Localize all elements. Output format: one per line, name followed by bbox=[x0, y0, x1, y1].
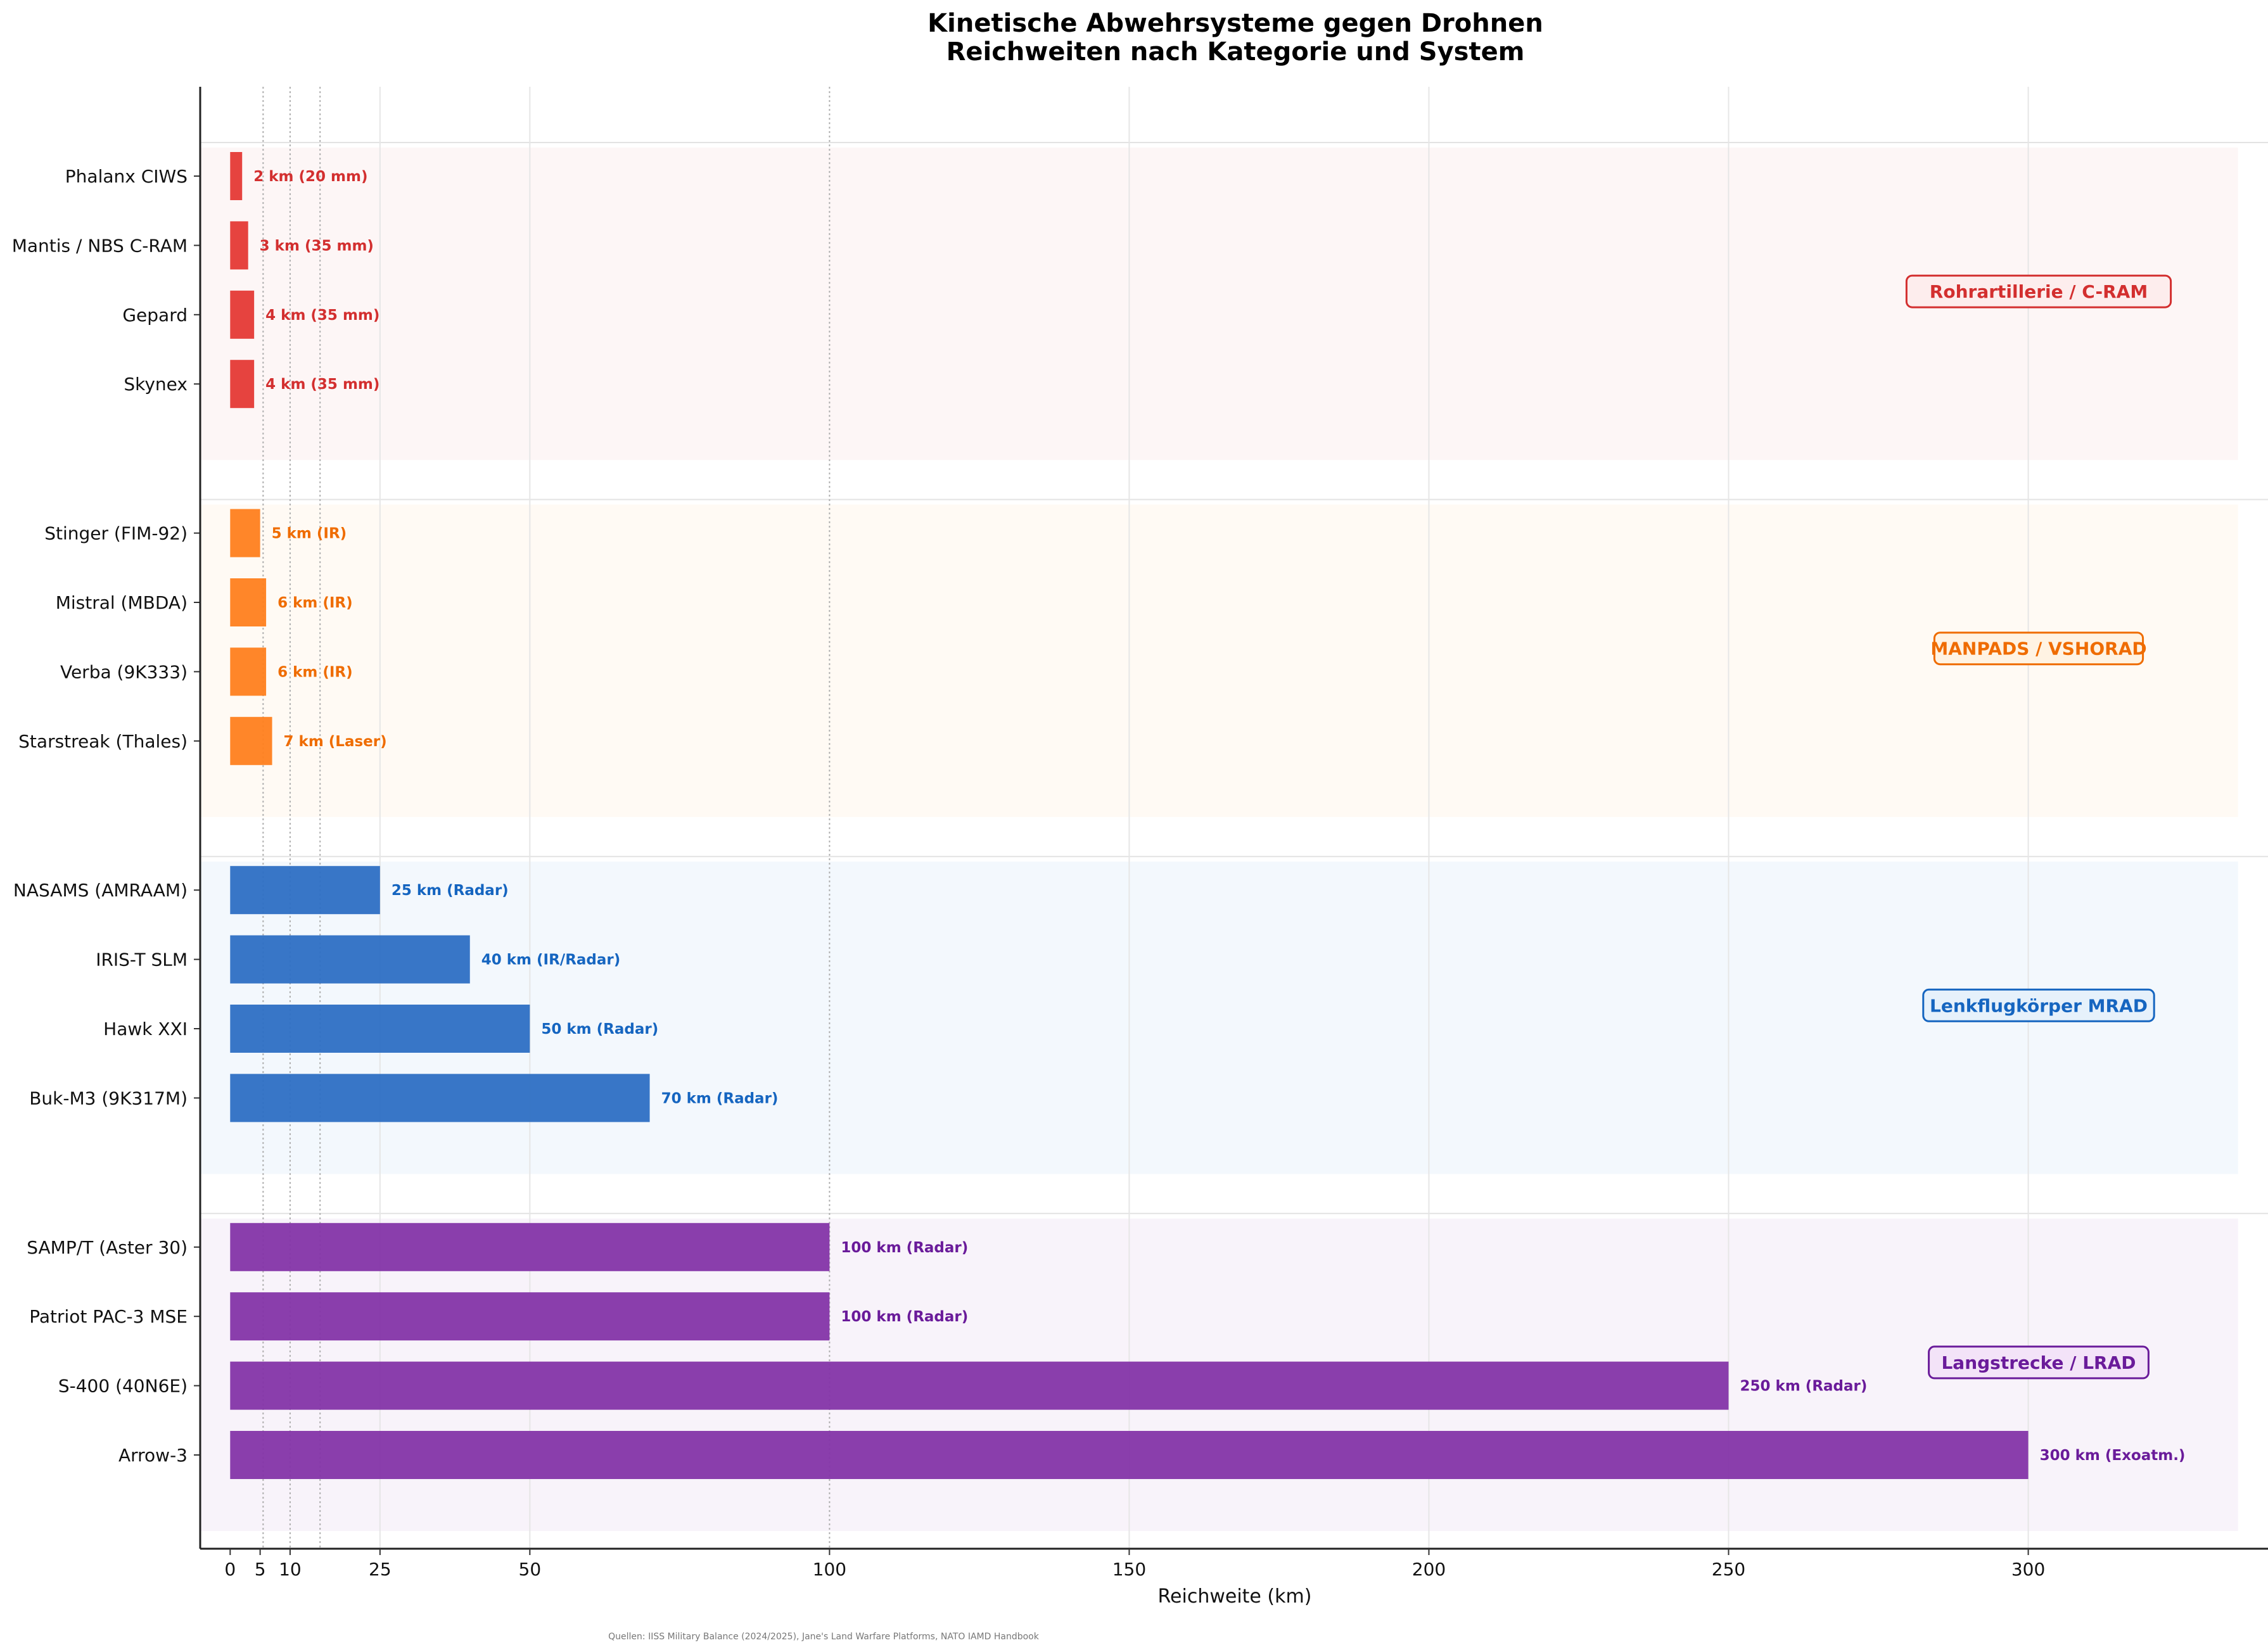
bar bbox=[230, 152, 243, 200]
data-label: 5 km (IR) bbox=[272, 526, 347, 542]
data-label: 100 km (Radar) bbox=[841, 1240, 968, 1256]
data-label: 3 km (35 mm) bbox=[260, 238, 374, 254]
y-tick-label: Phalanx CIWS bbox=[65, 166, 188, 187]
bar bbox=[230, 221, 248, 270]
bar bbox=[230, 360, 255, 409]
x-tick-label: 50 bbox=[519, 1559, 542, 1580]
category-tag bbox=[1905, 274, 2172, 308]
data-label: 300 km (Exoatm.) bbox=[2040, 1447, 2186, 1464]
y-tick-label: Mantis / NBS C-RAM bbox=[12, 235, 188, 256]
data-label: 25 km (Radar) bbox=[392, 882, 509, 899]
y-tick-label: Skynex bbox=[124, 374, 188, 395]
bar bbox=[230, 1431, 2029, 1479]
y-tick-label: SAMP/T (Aster 30) bbox=[27, 1237, 188, 1258]
x-tick-label: 150 bbox=[1112, 1559, 1146, 1580]
bar bbox=[230, 935, 470, 984]
data-label: 40 km (IR/Radar) bbox=[481, 952, 621, 969]
bar bbox=[230, 578, 267, 626]
y-tick-label: IRIS-T SLM bbox=[96, 950, 188, 970]
x-tick-label: 25 bbox=[369, 1559, 392, 1580]
y-tick-label: NASAMS (AMRAAM) bbox=[13, 880, 188, 901]
category-label: Lenkflugkörper MRAD bbox=[1930, 995, 2148, 1016]
chart-title: Kinetische Abwehrsysteme gegen Drohnen bbox=[927, 9, 1543, 38]
source-note: Quellen: IISS Military Balance (2024/202… bbox=[608, 1632, 1040, 1642]
y-tick-label: Arrow-3 bbox=[118, 1445, 188, 1466]
chart-subtitle: Reichweiten nach Kategorie und System bbox=[946, 37, 1525, 67]
category-tag bbox=[1933, 632, 2144, 666]
category-label: Langstrecke / LRAD bbox=[1941, 1352, 2136, 1373]
data-label: 250 km (Radar) bbox=[1740, 1378, 1868, 1395]
data-label: 2 km (20 mm) bbox=[253, 168, 367, 185]
x-tick-label: 10 bbox=[279, 1559, 302, 1580]
bar bbox=[230, 866, 380, 915]
category-tag bbox=[1928, 1345, 2150, 1380]
x-tick-label: 200 bbox=[1412, 1559, 1446, 1580]
bar bbox=[230, 509, 260, 557]
x-tick-label: 5 bbox=[255, 1559, 266, 1580]
category-label: Rohrartillerie / C-RAM bbox=[1930, 281, 2148, 302]
bar bbox=[230, 1223, 830, 1271]
data-label: 4 km (35 mm) bbox=[265, 376, 379, 393]
data-label: 6 km (IR) bbox=[277, 664, 353, 680]
bar bbox=[230, 1361, 1729, 1410]
data-label: 70 km (Radar) bbox=[661, 1090, 779, 1107]
bar bbox=[230, 1292, 830, 1341]
category-tag bbox=[1922, 988, 2155, 1022]
x-tick-label: 250 bbox=[1712, 1559, 1745, 1580]
data-label: 4 km (35 mm) bbox=[265, 307, 379, 324]
y-tick-label: Mistral (MBDA) bbox=[56, 592, 188, 613]
bar bbox=[230, 647, 267, 696]
y-tick-label: S-400 (40N6E) bbox=[58, 1376, 188, 1397]
bar bbox=[230, 290, 255, 339]
y-tick-label: Buk-M3 (9K317M) bbox=[29, 1088, 188, 1108]
category-band bbox=[200, 148, 2238, 460]
y-tick-label: Verba (9K333) bbox=[60, 661, 188, 682]
y-tick-label: Starstreak (Thales) bbox=[18, 731, 188, 752]
category-band bbox=[200, 504, 2238, 817]
bar bbox=[230, 1005, 530, 1053]
bar bbox=[230, 716, 272, 765]
data-label: 6 km (IR) bbox=[277, 595, 353, 611]
category-label: MANPADS / VSHORAD bbox=[1930, 638, 2146, 659]
x-tick-label: 0 bbox=[224, 1559, 236, 1580]
x-tick-label: 100 bbox=[813, 1559, 846, 1580]
x-tick-label: 300 bbox=[2011, 1559, 2045, 1580]
y-tick-label: Patriot PAC-3 MSE bbox=[29, 1306, 188, 1327]
data-label: 7 km (Laser) bbox=[284, 734, 387, 750]
y-tick-label: Gepard bbox=[122, 305, 188, 326]
y-tick-label: Stinger (FIM-92) bbox=[44, 523, 188, 544]
data-label: 50 km (Radar) bbox=[541, 1021, 658, 1038]
x-axis-label: Reichweite (km) bbox=[1158, 1585, 1312, 1608]
y-tick-label: Hawk XXI bbox=[103, 1019, 188, 1039]
data-label: 100 km (Radar) bbox=[841, 1309, 968, 1325]
bar bbox=[230, 1074, 650, 1122]
